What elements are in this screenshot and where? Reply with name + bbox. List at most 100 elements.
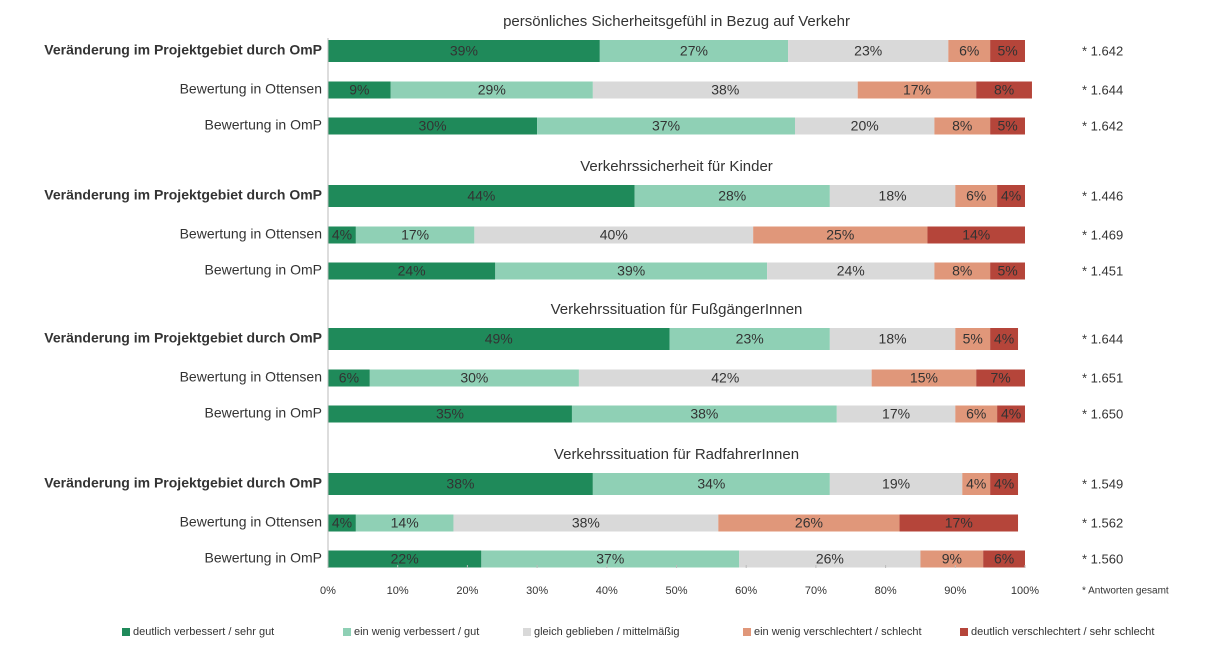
bar-segment	[571, 405, 837, 423]
bar-segment	[495, 262, 768, 280]
bar-segment	[390, 81, 593, 99]
bar-segment	[955, 328, 991, 350]
value-label: 4%	[994, 331, 1014, 347]
legend-label: ein wenig verschlechtert / schlecht	[754, 626, 922, 638]
value-label: 14%	[962, 227, 990, 243]
bar-segment	[788, 40, 949, 62]
value-label: 4%	[332, 227, 352, 243]
value-label: 29%	[478, 82, 506, 98]
bar-segment	[369, 369, 579, 387]
total-label: * 1.642	[1082, 43, 1123, 58]
value-label: 38%	[572, 515, 600, 531]
bar-segment	[718, 514, 900, 532]
legend-swatch	[523, 628, 531, 636]
value-label: 17%	[882, 406, 910, 422]
value-label: 42%	[711, 370, 739, 386]
bar-segment	[794, 117, 935, 135]
value-label: 35%	[436, 406, 464, 422]
value-label: 27%	[680, 43, 708, 59]
bar-segment	[355, 514, 454, 532]
value-label: 4%	[1001, 188, 1021, 204]
category-label: Bewertung in Ottensen	[180, 81, 322, 97]
bar-segment	[829, 473, 963, 495]
category-label: Bewertung in OmP	[205, 550, 323, 566]
value-label: 25%	[826, 227, 854, 243]
x-tick-label: 50%	[665, 585, 687, 597]
value-label: 38%	[711, 82, 739, 98]
legend-swatch	[743, 628, 751, 636]
bar-segment	[829, 185, 956, 207]
category-label: Bewertung in OmP	[205, 405, 323, 421]
bar-segment	[739, 550, 921, 568]
bar-segment	[927, 226, 1025, 244]
bar-segment	[976, 81, 1032, 99]
value-label: 9%	[349, 82, 369, 98]
x-tick-label: 60%	[735, 585, 757, 597]
value-label: 6%	[959, 43, 979, 59]
value-label: 5%	[997, 263, 1017, 279]
category-label: Veränderung im Projektgebiet durch OmP	[44, 475, 322, 491]
value-label: 39%	[617, 263, 645, 279]
total-label: * 1.650	[1082, 406, 1123, 421]
value-label: 5%	[997, 118, 1017, 134]
category-label: Veränderung im Projektgebiet durch OmP	[44, 187, 322, 203]
bar-segment	[955, 405, 998, 423]
bar-segment	[767, 262, 935, 280]
legend-label: deutlich verschlechtert / sehr schlecht	[971, 626, 1154, 638]
value-label: 6%	[339, 370, 359, 386]
value-label: 8%	[952, 263, 972, 279]
value-label: 39%	[450, 43, 478, 59]
bar-segment	[328, 262, 496, 280]
value-label: 5%	[997, 43, 1017, 59]
value-label: 38%	[690, 406, 718, 422]
value-label: 24%	[837, 263, 865, 279]
legend-swatch	[960, 628, 968, 636]
value-label: 14%	[391, 515, 419, 531]
value-label: 20%	[851, 118, 879, 134]
group-title: Verkehrssituation für RadfahrerInnen	[554, 446, 799, 463]
bar-segment	[857, 81, 977, 99]
bar-segment	[990, 117, 1025, 135]
value-label: 44%	[467, 188, 495, 204]
bar-segment	[592, 81, 858, 99]
total-label: * 1.642	[1082, 118, 1123, 133]
category-label: Bewertung in OmP	[205, 117, 323, 133]
value-label: 30%	[419, 118, 447, 134]
total-label: * 1.446	[1082, 188, 1123, 203]
total-label: * 1.560	[1082, 551, 1123, 566]
value-label: 5%	[963, 331, 983, 347]
x-tick-label: 70%	[805, 585, 827, 597]
category-label: Bewertung in Ottensen	[180, 369, 322, 385]
value-label: 30%	[460, 370, 488, 386]
x-tick-label: 30%	[526, 585, 548, 597]
value-label: 9%	[942, 551, 962, 567]
bar-segment	[328, 369, 370, 387]
value-label: 19%	[882, 476, 910, 492]
bar-segment	[328, 473, 593, 495]
bar-segment	[934, 117, 991, 135]
bar-segment	[829, 328, 956, 350]
bar-segment	[328, 405, 572, 423]
value-label: 8%	[994, 82, 1014, 98]
value-label: 17%	[401, 227, 429, 243]
bar-segment	[990, 40, 1025, 62]
bar-segment	[836, 405, 956, 423]
group-title: persönliches Sicherheitsgefühl in Bezug …	[503, 13, 850, 30]
bar-segment	[634, 185, 830, 207]
bar-segment	[328, 185, 635, 207]
totals-note: * Antworten gesamt	[1082, 586, 1169, 597]
legend-label: gleich geblieben / mittelmäßig	[534, 626, 680, 638]
bar-segment	[990, 262, 1025, 280]
value-label: 49%	[485, 331, 513, 347]
value-label: 4%	[332, 515, 352, 531]
value-label: 18%	[879, 331, 907, 347]
bar-segment	[753, 226, 928, 244]
bar-segment	[997, 405, 1025, 423]
value-label: 4%	[966, 476, 986, 492]
total-label: * 1.562	[1082, 515, 1123, 530]
value-label: 6%	[966, 188, 986, 204]
bar-segment	[592, 473, 830, 495]
bar-segment	[871, 369, 977, 387]
x-tick-label: 20%	[456, 585, 478, 597]
bar-segment	[537, 117, 795, 135]
